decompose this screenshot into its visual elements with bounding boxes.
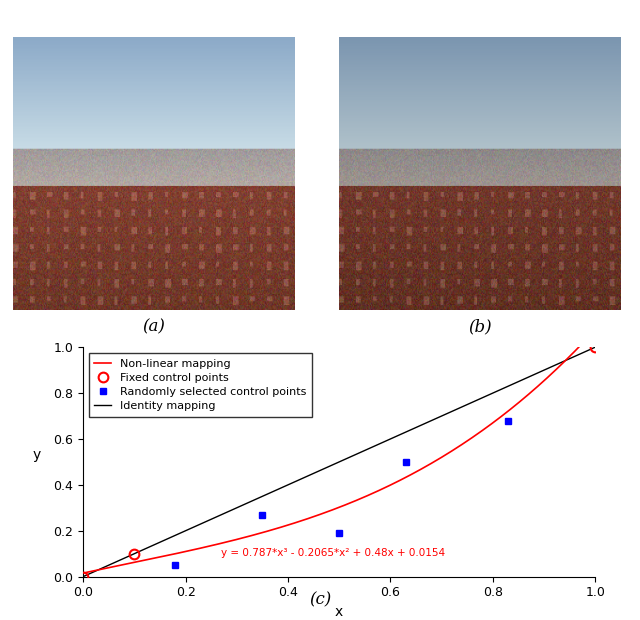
Non-linear mapping xyxy=(79,569,87,577)
Legend: Non-linear mapping, Fixed control points, Randomly selected control points, Iden: Non-linear mapping, Fixed control points… xyxy=(89,353,312,417)
Text: y = 0.787*x³ - 0.2065*x² + 0.48x + 0.0154: y = 0.787*x³ - 0.2065*x² + 0.48x + 0.015… xyxy=(221,548,445,558)
Line: Randomly selected control points: Randomly selected control points xyxy=(172,417,511,569)
Randomly selected control points xyxy=(402,458,410,466)
Text: (a): (a) xyxy=(142,319,165,335)
Randomly selected control points xyxy=(259,511,266,518)
Fixed control points xyxy=(591,343,599,351)
Fixed control points xyxy=(79,573,87,580)
Non-linear mapping xyxy=(323,508,330,516)
Randomly selected control points xyxy=(172,562,179,569)
Randomly selected control points xyxy=(504,417,512,424)
Non-linear mapping xyxy=(326,507,333,515)
Text: (b): (b) xyxy=(468,319,492,335)
Non-linear mapping xyxy=(356,495,364,502)
Non-linear mapping xyxy=(579,339,587,347)
Text: (c): (c) xyxy=(309,591,331,608)
Y-axis label: y: y xyxy=(33,448,41,462)
Line: Fixed control points: Fixed control points xyxy=(78,342,600,582)
Randomly selected control points xyxy=(335,529,343,537)
Line: Non-linear mapping: Non-linear mapping xyxy=(83,330,595,573)
Non-linear mapping xyxy=(499,412,507,419)
X-axis label: x: x xyxy=(335,605,343,619)
Non-linear mapping xyxy=(591,326,599,334)
Non-linear mapping xyxy=(384,482,392,490)
Fixed control points xyxy=(131,550,138,557)
